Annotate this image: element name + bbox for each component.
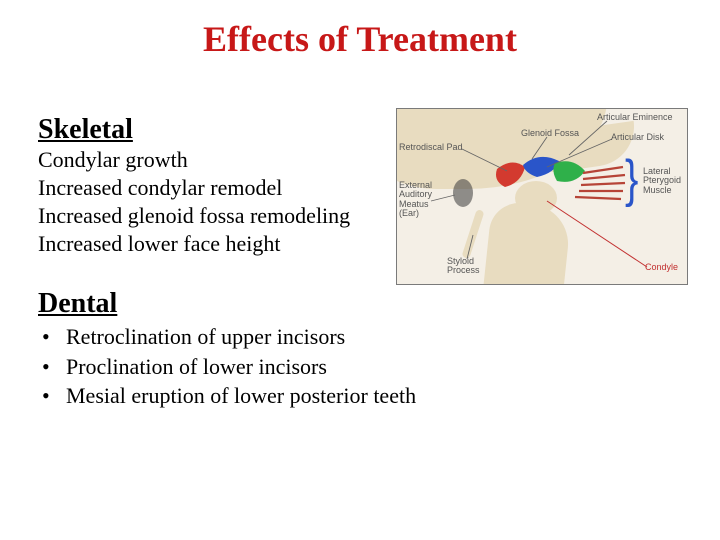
- dental-bullet: Retroclination of upper incisors: [38, 322, 416, 352]
- dental-heading: Dental: [38, 288, 416, 320]
- articular-disk-shape: [523, 157, 559, 177]
- condyle-leader: [547, 201, 647, 267]
- label-condyle: Condyle: [645, 263, 678, 272]
- skeletal-line: Increased lower face height: [38, 230, 350, 258]
- skeletal-line: Increased condylar remodel: [38, 174, 350, 202]
- dental-bullet: Proclination of lower incisors: [38, 352, 416, 382]
- label-lateral-pterygoid: Lateral Pterygoid Muscle: [643, 167, 681, 195]
- skeletal-line: Condylar growth: [38, 146, 350, 174]
- label-styloid: Styloid Process: [447, 257, 480, 276]
- brace-icon: }: [625, 150, 638, 209]
- skeletal-heading: Skeletal: [38, 114, 350, 146]
- skeletal-line: Increased glenoid fossa remodeling: [38, 202, 350, 230]
- label-articular-disk: Articular Disk: [611, 133, 664, 142]
- dental-bullet: Mesial eruption of lower posterior teeth: [38, 381, 416, 411]
- label-glenoid-fossa: Glenoid Fossa: [521, 129, 579, 138]
- ear-canal: [453, 179, 473, 207]
- disk-anterior-shape: [553, 161, 585, 182]
- tmj-diagram: } Articular Eminence Articular Disk Glen…: [396, 108, 688, 285]
- slide-title: Effects of Treatment: [0, 18, 720, 60]
- retrodiscal-shape: [496, 162, 525, 187]
- label-retrodiscal-pad: Retrodiscal Pad: [399, 143, 463, 152]
- dental-section: Dental Retroclination of upper incisors …: [38, 288, 416, 411]
- dental-bullets: Retroclination of upper incisors Proclin…: [38, 322, 416, 411]
- label-articular-eminence: Articular Eminence: [597, 113, 673, 122]
- skeletal-section: Skeletal Condylar growth Increased condy…: [38, 114, 350, 259]
- label-ear: External Auditory Meatus (Ear): [399, 181, 432, 219]
